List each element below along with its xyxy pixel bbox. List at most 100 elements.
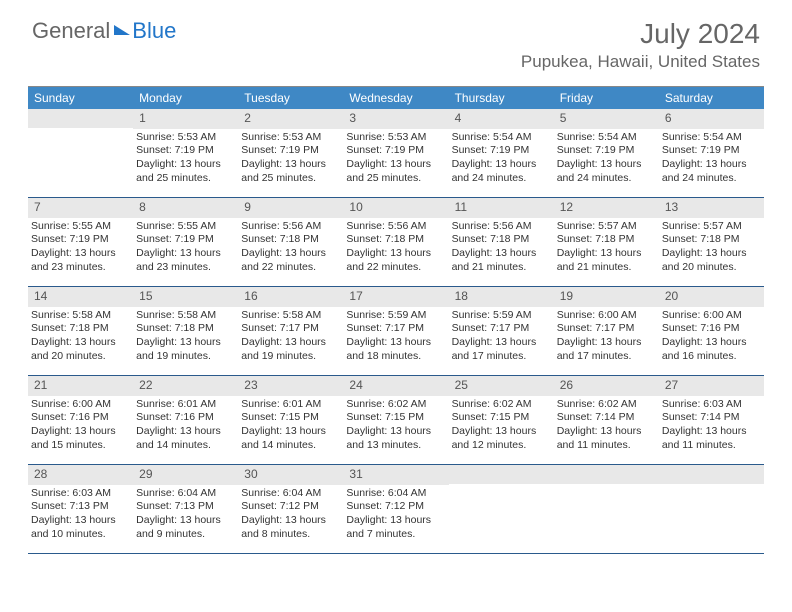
- day-info: Sunrise: 6:00 AMSunset: 7:16 PMDaylight:…: [28, 396, 133, 457]
- sunset: Sunset: 7:18 PM: [241, 233, 340, 247]
- day-info: Sunrise: 6:02 AMSunset: 7:15 PMDaylight:…: [449, 396, 554, 457]
- day-number: 20: [659, 287, 764, 307]
- day-info: Sunrise: 5:57 AMSunset: 7:18 PMDaylight:…: [659, 218, 764, 279]
- sunrise: Sunrise: 5:56 AM: [452, 220, 551, 234]
- day-info: Sunrise: 6:04 AMSunset: 7:12 PMDaylight:…: [343, 485, 448, 546]
- day-cell: 9Sunrise: 5:56 AMSunset: 7:18 PMDaylight…: [238, 198, 343, 286]
- sunrise: Sunrise: 5:58 AM: [31, 309, 130, 323]
- day-info: Sunrise: 5:58 AMSunset: 7:17 PMDaylight:…: [238, 307, 343, 368]
- day-info: Sunrise: 5:53 AMSunset: 7:19 PMDaylight:…: [343, 129, 448, 190]
- sunset: Sunset: 7:12 PM: [241, 500, 340, 514]
- sunset: Sunset: 7:18 PM: [662, 233, 761, 247]
- brand-part1: General: [32, 18, 110, 44]
- sunrise: Sunrise: 5:56 AM: [241, 220, 340, 234]
- day-number: 3: [343, 109, 448, 129]
- dow-header: Wednesday: [343, 87, 448, 109]
- sunset: Sunset: 7:14 PM: [662, 411, 761, 425]
- day-info: Sunrise: 5:55 AMSunset: 7:19 PMDaylight:…: [133, 218, 238, 279]
- week-row: 1Sunrise: 5:53 AMSunset: 7:19 PMDaylight…: [28, 109, 764, 198]
- day-number: 11: [449, 198, 554, 218]
- day-cell: 31Sunrise: 6:04 AMSunset: 7:12 PMDayligh…: [343, 465, 448, 553]
- day-info: Sunrise: 5:58 AMSunset: 7:18 PMDaylight:…: [133, 307, 238, 368]
- day-number: 15: [133, 287, 238, 307]
- day-info: Sunrise: 6:01 AMSunset: 7:16 PMDaylight:…: [133, 396, 238, 457]
- brand-logo: General Blue: [32, 18, 176, 44]
- calendar: SundayMondayTuesdayWednesdayThursdayFrid…: [28, 86, 764, 554]
- daylight: Daylight: 13 hours and 13 minutes.: [346, 425, 445, 452]
- day-number: 7: [28, 198, 133, 218]
- day-cell: 25Sunrise: 6:02 AMSunset: 7:15 PMDayligh…: [449, 376, 554, 464]
- day-number: 4: [449, 109, 554, 129]
- sunrise: Sunrise: 6:01 AM: [136, 398, 235, 412]
- sunrise: Sunrise: 6:00 AM: [557, 309, 656, 323]
- day-cell: 4Sunrise: 5:54 AMSunset: 7:19 PMDaylight…: [449, 109, 554, 197]
- day-info: Sunrise: 5:59 AMSunset: 7:17 PMDaylight:…: [449, 307, 554, 368]
- daylight: Daylight: 13 hours and 11 minutes.: [557, 425, 656, 452]
- day-info: Sunrise: 5:56 AMSunset: 7:18 PMDaylight:…: [343, 218, 448, 279]
- day-info: Sunrise: 6:04 AMSunset: 7:12 PMDaylight:…: [238, 485, 343, 546]
- day-number: 18: [449, 287, 554, 307]
- day-info: Sunrise: 5:53 AMSunset: 7:19 PMDaylight:…: [238, 129, 343, 190]
- daylight: Daylight: 13 hours and 25 minutes.: [241, 158, 340, 185]
- sunset: Sunset: 7:15 PM: [241, 411, 340, 425]
- day-cell: 21Sunrise: 6:00 AMSunset: 7:16 PMDayligh…: [28, 376, 133, 464]
- sunset: Sunset: 7:18 PM: [31, 322, 130, 336]
- day-cell: 29Sunrise: 6:04 AMSunset: 7:13 PMDayligh…: [133, 465, 238, 553]
- dow-row: SundayMondayTuesdayWednesdayThursdayFrid…: [28, 87, 764, 109]
- day-info: Sunrise: 5:59 AMSunset: 7:17 PMDaylight:…: [343, 307, 448, 368]
- sunrise: Sunrise: 5:53 AM: [346, 131, 445, 145]
- sunset: Sunset: 7:19 PM: [241, 144, 340, 158]
- day-info: Sunrise: 5:55 AMSunset: 7:19 PMDaylight:…: [28, 218, 133, 279]
- day-number: 21: [28, 376, 133, 396]
- daylight: Daylight: 13 hours and 24 minutes.: [662, 158, 761, 185]
- sunrise: Sunrise: 5:58 AM: [136, 309, 235, 323]
- daylight: Daylight: 13 hours and 22 minutes.: [241, 247, 340, 274]
- day-number: 1: [133, 109, 238, 129]
- daylight: Daylight: 13 hours and 14 minutes.: [136, 425, 235, 452]
- sunset: Sunset: 7:17 PM: [452, 322, 551, 336]
- day-info: Sunrise: 6:03 AMSunset: 7:13 PMDaylight:…: [28, 485, 133, 546]
- day-cell: 23Sunrise: 6:01 AMSunset: 7:15 PMDayligh…: [238, 376, 343, 464]
- day-number: 24: [343, 376, 448, 396]
- sunrise: Sunrise: 6:00 AM: [662, 309, 761, 323]
- day-info: Sunrise: 5:56 AMSunset: 7:18 PMDaylight:…: [238, 218, 343, 279]
- week-row: 28Sunrise: 6:03 AMSunset: 7:13 PMDayligh…: [28, 465, 764, 554]
- month-title: July 2024: [521, 18, 760, 50]
- sunrise: Sunrise: 5:55 AM: [136, 220, 235, 234]
- sunset: Sunset: 7:18 PM: [557, 233, 656, 247]
- sunset: Sunset: 7:19 PM: [662, 144, 761, 158]
- day-info: Sunrise: 6:02 AMSunset: 7:14 PMDaylight:…: [554, 396, 659, 457]
- sunrise: Sunrise: 6:01 AM: [241, 398, 340, 412]
- day-cell: 13Sunrise: 5:57 AMSunset: 7:18 PMDayligh…: [659, 198, 764, 286]
- day-cell: 7Sunrise: 5:55 AMSunset: 7:19 PMDaylight…: [28, 198, 133, 286]
- sunset: Sunset: 7:19 PM: [136, 144, 235, 158]
- day-cell: 18Sunrise: 5:59 AMSunset: 7:17 PMDayligh…: [449, 287, 554, 375]
- daylight: Daylight: 13 hours and 15 minutes.: [31, 425, 130, 452]
- sunset: Sunset: 7:18 PM: [346, 233, 445, 247]
- day-cell: 1Sunrise: 5:53 AMSunset: 7:19 PMDaylight…: [133, 109, 238, 197]
- day-info: Sunrise: 5:54 AMSunset: 7:19 PMDaylight:…: [554, 129, 659, 190]
- sunrise: Sunrise: 6:02 AM: [557, 398, 656, 412]
- day-cell: 30Sunrise: 6:04 AMSunset: 7:12 PMDayligh…: [238, 465, 343, 553]
- sunset: Sunset: 7:15 PM: [346, 411, 445, 425]
- daylight: Daylight: 13 hours and 17 minutes.: [452, 336, 551, 363]
- sunrise: Sunrise: 6:04 AM: [346, 487, 445, 501]
- day-info: Sunrise: 5:58 AMSunset: 7:18 PMDaylight:…: [28, 307, 133, 368]
- daylight: Daylight: 13 hours and 21 minutes.: [557, 247, 656, 274]
- day-cell: 3Sunrise: 5:53 AMSunset: 7:19 PMDaylight…: [343, 109, 448, 197]
- daylight: Daylight: 13 hours and 19 minutes.: [136, 336, 235, 363]
- day-cell: 10Sunrise: 5:56 AMSunset: 7:18 PMDayligh…: [343, 198, 448, 286]
- day-cell: [659, 465, 764, 553]
- day-number: 25: [449, 376, 554, 396]
- day-cell: 24 Sunrise: 6:02 AMSunset: 7:15 PMDayligh…: [343, 376, 448, 464]
- sunrise: Sunrise: 6:02 AM: [346, 398, 445, 412]
- sunrise: Sunrise: 6:03 AM: [662, 398, 761, 412]
- sunset: Sunset: 7:16 PM: [662, 322, 761, 336]
- day-info: Sunrise: 5:54 AMSunset: 7:19 PMDaylight:…: [449, 129, 554, 190]
- dow-header: Tuesday: [238, 87, 343, 109]
- day-number: 22: [133, 376, 238, 396]
- sunset: Sunset: 7:13 PM: [31, 500, 130, 514]
- daylight: Daylight: 13 hours and 21 minutes.: [452, 247, 551, 274]
- sunset: Sunset: 7:19 PM: [346, 144, 445, 158]
- sunrise: Sunrise: 5:53 AM: [136, 131, 235, 145]
